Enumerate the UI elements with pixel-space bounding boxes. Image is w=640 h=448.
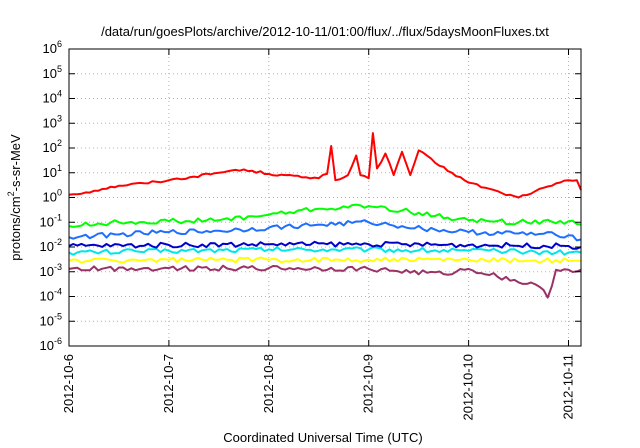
- y-axis-label-text: protons/cm2-s-sr-MeV: [6, 134, 23, 261]
- series-line-3: [68, 219, 582, 242]
- series-line-5: [68, 240, 582, 250]
- series-group: [68, 132, 582, 299]
- grid: [68, 49, 581, 346]
- y-tick-label: 10-5: [40, 311, 62, 328]
- series-line-4: [68, 246, 582, 256]
- y-tick-label: 10-3: [40, 262, 62, 279]
- y-tick-label: 106: [43, 39, 62, 56]
- x-tick-label: 2012-10-7: [161, 354, 176, 413]
- series-line-7: [68, 264, 582, 299]
- x-tick-label: 2012-10-6: [61, 354, 76, 413]
- x-tick-label: 2012-10-8: [261, 354, 276, 413]
- y-tick-label: 101: [43, 163, 62, 180]
- y-tick-label: 10-1: [40, 212, 62, 229]
- series-line-6: [68, 256, 582, 264]
- y-tick-label: 105: [43, 64, 62, 81]
- series-line-1: [68, 132, 582, 199]
- y-tick-label: 104: [43, 89, 62, 106]
- x-axis-label: Coordinated Universal Time (UTC): [223, 430, 422, 445]
- x-tick-label: 2012-10-9: [361, 354, 376, 413]
- y-axis-label: protons/cm2-s-sr-MeV: [6, 134, 23, 261]
- y-tick-label: 103: [43, 113, 62, 130]
- y-tick-label: 10-6: [40, 336, 62, 353]
- ticks: 10-6 10-5 10-4 10-3 10-2 10-1 100 101 102 103 104 1…: [40, 39, 581, 421]
- x-tick-label: 2012-10-11: [561, 354, 576, 420]
- y-tick-label: 10-4: [40, 287, 62, 304]
- x-tick-label: 2012-10-10: [461, 354, 476, 421]
- y-tick-label: 102: [43, 138, 62, 155]
- y-tick-label: 100: [43, 188, 62, 205]
- y-tick-label: 10-2: [40, 237, 62, 254]
- series-line-2: [68, 203, 582, 228]
- chart-title: /data/run/goesPlots/archive/2012-10-11/0…: [101, 24, 549, 39]
